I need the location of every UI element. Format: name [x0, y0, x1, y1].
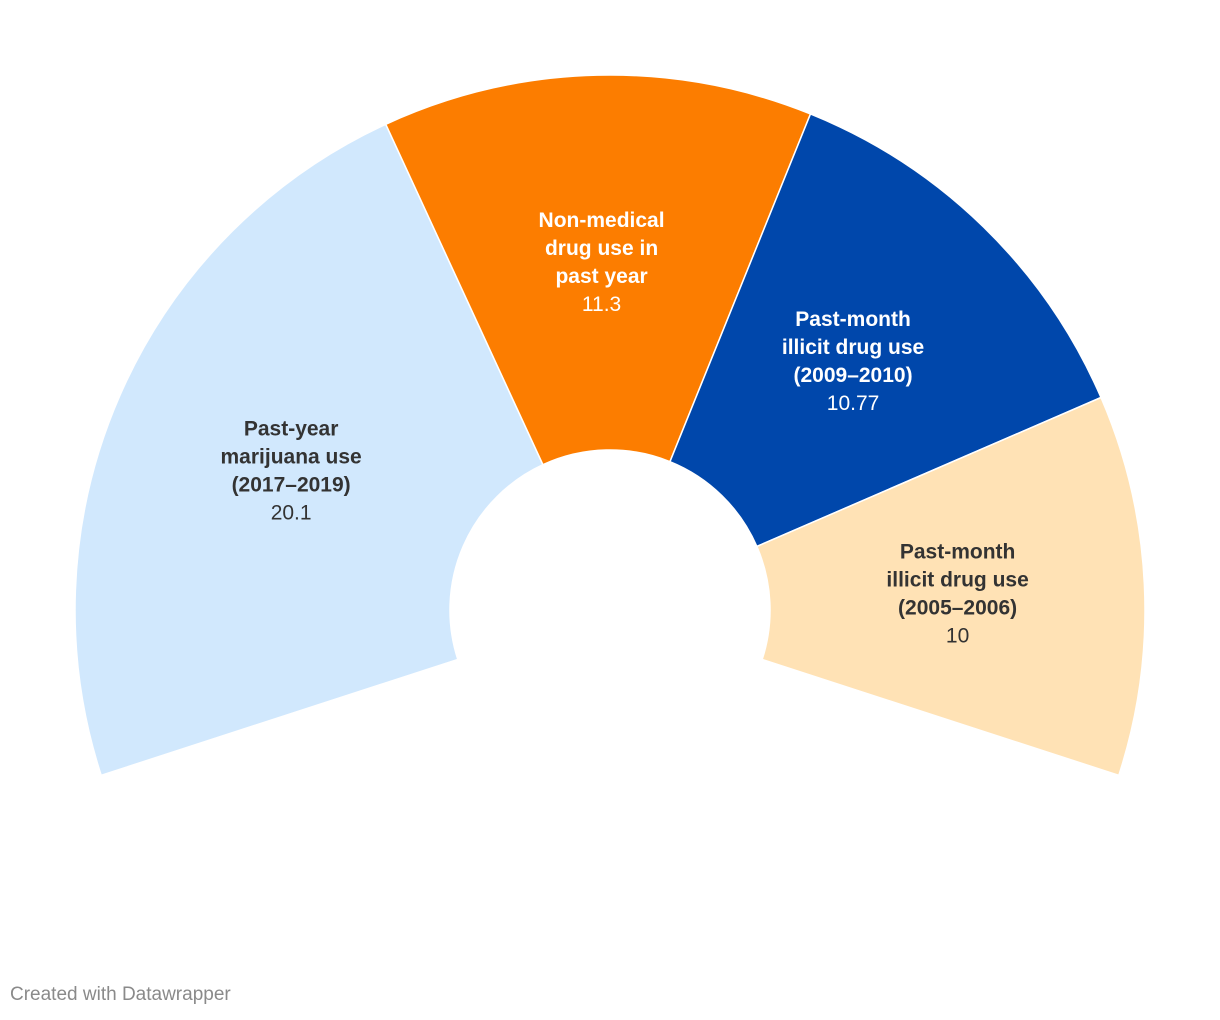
- slice-value-label: 10.77: [827, 392, 880, 415]
- slice-value-label: 11.3: [582, 293, 621, 316]
- slice-label-line: Past-month: [795, 308, 911, 331]
- slice-label-line: Non-medical: [539, 209, 665, 232]
- slice-label-1: Non-medical drug use in past year 11.3: [539, 209, 665, 316]
- slice-label-line: Past-month: [900, 541, 1016, 564]
- slice-2: [668, 113, 1102, 548]
- slice-label-2: Past-month illicit drug use (2009–2010) 10.…: [782, 308, 924, 415]
- slice-label-line: illicit drug use: [886, 569, 1028, 592]
- slice-label-line: (2005–2006): [898, 597, 1017, 620]
- slice-label-3: Past-month illicit drug use (2005–2006) 10: [886, 541, 1028, 648]
- slice-value-label: 20.1: [271, 502, 312, 525]
- footer-credit: Created with Datawrapper: [10, 984, 231, 1005]
- slice-label-line: (2009–2010): [793, 364, 912, 387]
- slice-label-line: past year: [555, 265, 647, 288]
- slice-label-0: Past-year marijuana use (2017–2019) 20.1: [221, 418, 362, 525]
- labels-group: Past-year marijuana use (2017–2019) 20.1 Non…: [221, 209, 1029, 647]
- slice-value-label: 10: [946, 625, 969, 648]
- slice-0: [74, 123, 544, 777]
- slice-1: [384, 74, 812, 466]
- slice-label-line: drug use in: [545, 237, 658, 260]
- slice-label-line: marijuana use: [221, 446, 362, 469]
- slice-label-line: illicit drug use: [782, 336, 924, 359]
- slices-group: [74, 74, 1146, 777]
- slice-label-line: Past-year: [244, 418, 339, 441]
- slice-label-line: (2017–2019): [232, 474, 351, 497]
- slice-3: [755, 396, 1146, 777]
